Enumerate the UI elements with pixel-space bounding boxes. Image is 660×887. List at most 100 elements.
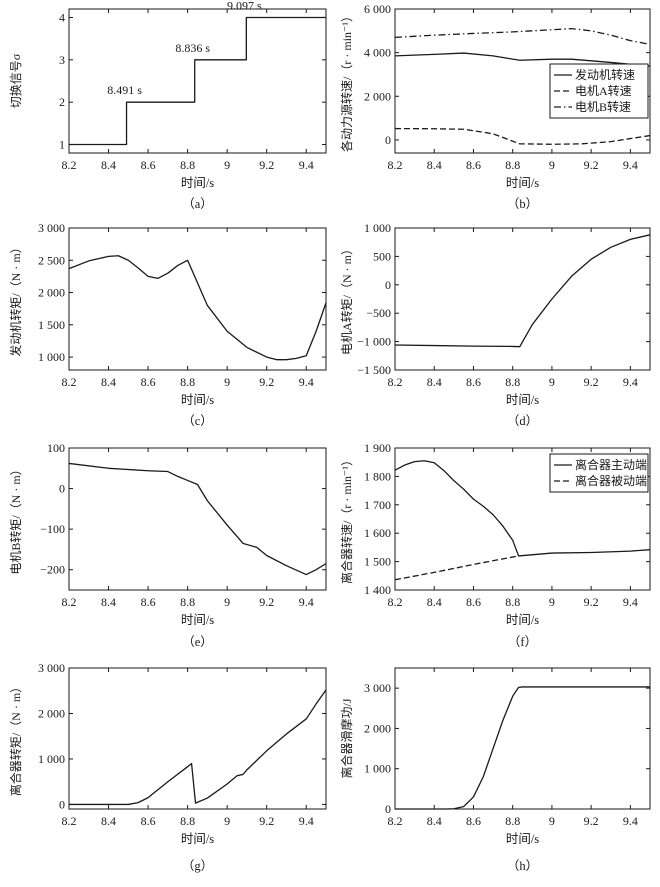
series-line-发动机转速 xyxy=(394,52,651,67)
x-tick-label: 9.4 xyxy=(623,375,638,389)
y-tick-label: 0 xyxy=(59,797,65,811)
x-tick-label: 8.6 xyxy=(141,375,156,389)
x-tick-label: 8.8 xyxy=(505,595,520,609)
x-tick-label: 8.8 xyxy=(180,158,195,172)
y-tick-label: −200 xyxy=(40,563,65,577)
x-tick-label: 8.2 xyxy=(62,814,77,828)
series-line-离合器主动端 xyxy=(394,460,651,557)
x-tick-label: 9.4 xyxy=(299,595,314,609)
legend-label: 发动机转速 xyxy=(575,67,635,82)
y-tick-label: 1 500 xyxy=(38,318,65,332)
series-line-电机A转速 xyxy=(394,127,651,145)
y-tick-label: 3 000 xyxy=(38,221,65,235)
series-line xyxy=(68,255,327,361)
x-tick-label: 9 xyxy=(224,375,230,389)
y-tick-label: 1 700 xyxy=(364,498,391,512)
plot-frame xyxy=(68,667,327,810)
x-tick-label: 9 xyxy=(549,375,555,389)
subfigure-caption: （a） xyxy=(182,197,213,211)
y-tick-label: 1 900 xyxy=(364,441,391,455)
y-axis-label: 离合器滑摩功/J xyxy=(339,698,354,778)
chart-h: 8.2 8.4 8.6 8.8 9 9.2 9.4 0 1 000 2 000 3 000 时间/s 离… xyxy=(339,667,651,873)
y-tick-label: −1 500 xyxy=(357,363,391,377)
x-tick-label: 9 xyxy=(224,595,230,609)
plot-frame xyxy=(68,227,327,371)
series-line-离合器被动端 xyxy=(394,555,519,581)
y-tick-label: 1 xyxy=(59,138,65,152)
x-tick-label: 8.6 xyxy=(466,595,481,609)
legend-label: 电机B转速 xyxy=(575,99,631,114)
y-tick-label: 3 000 xyxy=(364,681,391,695)
y-tick-label: 0 xyxy=(59,482,65,496)
x-tick-label: 8.8 xyxy=(505,814,520,828)
y-tick-label: 2 000 xyxy=(364,721,391,735)
x-tick-label: 8.2 xyxy=(388,375,403,389)
x-tick-label: 8.4 xyxy=(427,595,442,609)
y-axis-label: 电机A转矩/（N · m） xyxy=(339,243,354,355)
x-tick-label: 8.6 xyxy=(466,814,481,828)
x-tick-label: 9.4 xyxy=(299,375,314,389)
x-tick-label: 9.4 xyxy=(299,158,314,172)
x-tick-label: 9.4 xyxy=(623,595,638,609)
y-axis-label: 电机B转矩/（N · m） xyxy=(8,463,23,574)
y-tick-label: 2 xyxy=(59,95,65,109)
plot-frame xyxy=(394,447,651,591)
series-line xyxy=(395,686,650,810)
y-tick-label: 0 xyxy=(385,802,391,816)
x-tick-label: 8.2 xyxy=(62,595,77,609)
subfigure-caption: （d） xyxy=(507,414,538,428)
legend-box xyxy=(549,453,649,493)
x-tick-label: 8.6 xyxy=(466,158,481,172)
x-tick-label: 8.8 xyxy=(505,158,520,172)
x-tick-label: 8.2 xyxy=(388,814,403,828)
x-axis-label: 时间/s xyxy=(181,613,214,627)
y-tick-label: 1 400 xyxy=(364,583,391,597)
series-line xyxy=(68,462,327,576)
y-tick-label: 3 000 xyxy=(38,661,65,675)
x-tick-label: 8.8 xyxy=(180,814,195,828)
x-axis-label: 时间/s xyxy=(506,176,539,190)
y-tick-label: 3 xyxy=(59,53,65,67)
x-tick-label: 8.4 xyxy=(101,375,116,389)
x-tick-label: 9.2 xyxy=(584,375,599,389)
y-tick-label: −500 xyxy=(366,306,391,320)
y-axis-label: 离合器转速/（r · min⁻¹） xyxy=(339,454,354,584)
series-line xyxy=(394,234,651,348)
y-tick-label: 1 800 xyxy=(364,469,391,483)
x-tick-label: 9.2 xyxy=(259,158,274,172)
y-tick-label: 2 500 xyxy=(38,253,65,267)
y-tick-label: 1 000 xyxy=(364,762,391,776)
y-tick-label: 0 xyxy=(385,133,391,147)
data-annotation: 8.491 s xyxy=(107,83,142,97)
x-tick-label: 8.6 xyxy=(466,375,481,389)
x-axis-label: 时间/s xyxy=(506,393,539,407)
x-tick-label: 8.6 xyxy=(141,814,156,828)
legend-label: 电机A转速 xyxy=(575,83,632,98)
plot-frame xyxy=(394,8,651,154)
series-line xyxy=(69,16,326,146)
plot-frame xyxy=(394,667,651,810)
x-tick-label: 9.2 xyxy=(584,158,599,172)
x-tick-label: 8.4 xyxy=(427,375,442,389)
x-axis-label: 时间/s xyxy=(506,613,539,627)
y-tick-label: 100 xyxy=(47,441,65,455)
x-tick-label: 9 xyxy=(549,158,555,172)
data-annotation: 9.097 s xyxy=(227,0,262,12)
x-tick-label: 9.2 xyxy=(259,814,274,828)
x-tick-label: 8.8 xyxy=(505,375,520,389)
x-tick-label: 8.6 xyxy=(141,595,156,609)
y-tick-label: 4 xyxy=(59,10,65,24)
subfigure-caption: （b） xyxy=(507,197,538,211)
legend-label: 离合器主动端 xyxy=(575,457,647,472)
chart-e: 8.2 8.4 8.6 8.8 9 9.2 9.4 −200 −100 0 100 时间/s 电机B转矩… xyxy=(8,441,327,649)
chart-d: 8.2 8.4 8.6 8.8 9 9.2 9.4 −1 500 −1 000 −500 0 500 1… xyxy=(339,221,651,428)
subfigure-caption: （g） xyxy=(182,859,213,873)
x-tick-label: 9 xyxy=(549,814,555,828)
plot-frame xyxy=(68,447,327,591)
x-tick-label: 9.2 xyxy=(584,595,599,609)
y-tick-label: 1 000 xyxy=(38,350,65,364)
x-tick-label: 8.2 xyxy=(62,375,77,389)
x-tick-label: 9.4 xyxy=(623,814,638,828)
series-line xyxy=(69,689,327,806)
